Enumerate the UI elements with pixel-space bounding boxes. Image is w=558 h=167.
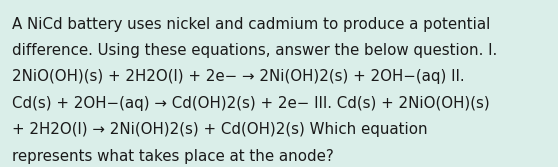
Text: represents what takes place at the anode?: represents what takes place at the anode… (12, 149, 334, 164)
Text: Cd(s) + 2OH−(aq) → Cd(OH)2(s) + 2e− III. Cd(s) + 2NiO(OH)(s): Cd(s) + 2OH−(aq) → Cd(OH)2(s) + 2e− III.… (12, 96, 490, 111)
Text: 2NiO(OH)(s) + 2H2O(l) + 2e− → 2Ni(OH)2(s) + 2OH−(aq) II.: 2NiO(OH)(s) + 2H2O(l) + 2e− → 2Ni(OH)2(s… (12, 69, 465, 85)
Text: difference. Using these equations, answer the below question. I.: difference. Using these equations, answe… (12, 43, 498, 58)
Text: A NiCd battery uses nickel and cadmium to produce a potential: A NiCd battery uses nickel and cadmium t… (12, 17, 490, 32)
Text: + 2H2O(l) → 2Ni(OH)2(s) + Cd(OH)2(s) Which equation: + 2H2O(l) → 2Ni(OH)2(s) + Cd(OH)2(s) Whi… (12, 122, 428, 137)
